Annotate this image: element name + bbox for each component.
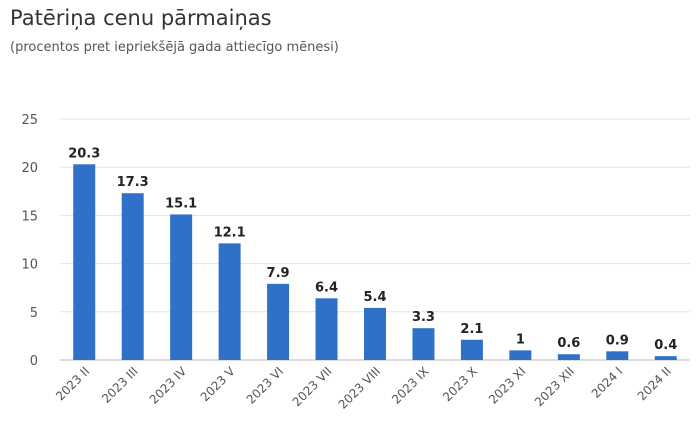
- bar: [364, 307, 386, 360]
- y-tick-label: 25: [21, 113, 38, 128]
- chart-subtitle: (procentos pret iepriekšējā gada attiecī…: [10, 40, 339, 55]
- bar: [460, 339, 483, 360]
- y-tick-label: 0: [30, 354, 38, 369]
- bar: [606, 351, 629, 360]
- data-label: 5.4: [363, 290, 386, 305]
- data-label: 3.3: [412, 310, 435, 325]
- x-tick-label: 2023 III: [99, 364, 141, 406]
- data-label: 0.6: [557, 336, 580, 351]
- data-label: 6.4: [315, 280, 338, 295]
- data-label: 15.1: [165, 196, 197, 211]
- y-tick-label: 10: [21, 258, 38, 273]
- data-label: 1: [516, 332, 525, 347]
- bar: [557, 354, 580, 360]
- bar: [218, 243, 241, 360]
- bar: [315, 298, 338, 360]
- bar: [267, 283, 290, 360]
- x-tick-label: 2023 V: [198, 364, 239, 405]
- data-label: 0.9: [606, 333, 629, 348]
- bar: [170, 214, 193, 360]
- x-tick-label: 2023 II: [53, 364, 92, 403]
- x-tick-label: 2024 I: [589, 364, 626, 401]
- y-tick-label: 15: [21, 209, 38, 224]
- y-tick-label: 20: [21, 161, 38, 176]
- bar: [412, 328, 435, 360]
- x-tick-label: 2024 II: [635, 364, 674, 403]
- bar: [509, 350, 532, 360]
- x-tick-label: 2023 XI: [486, 364, 529, 407]
- x-tick-label: 2023 VI: [244, 364, 287, 407]
- bar: [121, 193, 144, 360]
- data-label: 2.1: [460, 322, 483, 337]
- x-tick-label: 2023 X: [440, 364, 480, 404]
- x-tick-label: 2023 XII: [532, 364, 577, 409]
- x-tick-label: 2023 VIII: [336, 364, 384, 412]
- bar: [73, 164, 96, 360]
- y-tick-label: 5: [30, 306, 38, 321]
- x-tick-label: 2023 VII: [290, 364, 335, 409]
- x-tick-label: 2023 IX: [389, 364, 432, 407]
- chart-title: Patēriņa cenu pārmaiņas: [10, 6, 272, 30]
- bar: [654, 356, 677, 360]
- data-label: 0.4: [654, 338, 677, 353]
- data-label: 20.3: [68, 146, 100, 161]
- data-label: 12.1: [214, 225, 246, 240]
- x-tick-label: 2023 IV: [147, 364, 190, 407]
- data-label: 17.3: [117, 175, 149, 190]
- data-label: 7.9: [267, 266, 290, 281]
